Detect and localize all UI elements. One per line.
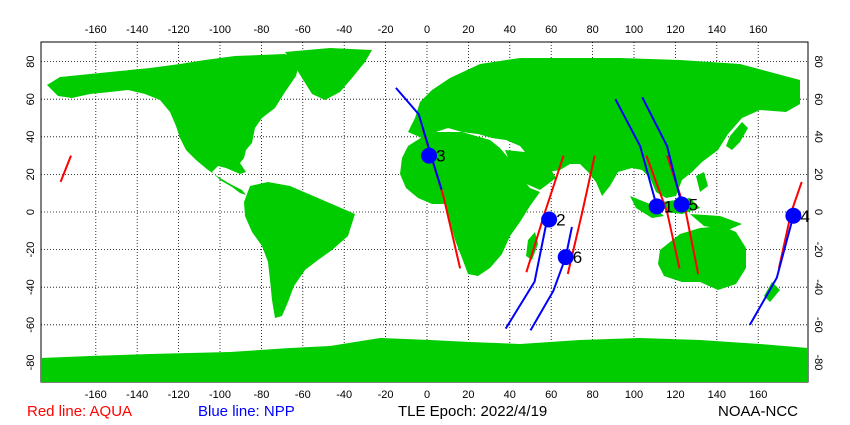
lon-tick-bottom: 140 xyxy=(708,389,726,401)
lat-tick-right: -40 xyxy=(812,279,824,295)
lon-tick-bottom: 160 xyxy=(749,389,767,401)
aqua-track xyxy=(59,155,72,183)
satellite-marker-label: 2 xyxy=(556,211,565,230)
npp-track xyxy=(395,87,443,190)
npp-track xyxy=(529,226,573,331)
lat-tick-left: 40 xyxy=(25,131,37,143)
lon-tick-bottom: -160 xyxy=(85,389,107,401)
satellite-marker-label: 5 xyxy=(689,195,698,214)
lon-tick-bottom: -140 xyxy=(126,389,148,401)
satellite-marker-3[interactable] xyxy=(421,147,438,164)
credit-label: NOAA-NCC xyxy=(718,403,799,420)
lat-tick-left: -20 xyxy=(25,242,37,258)
lat-tick-right: 0 xyxy=(812,209,824,215)
lon-tick-top: 40 xyxy=(504,24,516,36)
legend-aqua: Red line: AQUA xyxy=(27,403,133,420)
lat-tick-right: -80 xyxy=(812,354,824,370)
lon-tick-top: -140 xyxy=(126,24,148,36)
lon-tick-top: 0 xyxy=(424,24,430,36)
new-zealand xyxy=(764,282,780,302)
north-america xyxy=(47,54,300,195)
arabia xyxy=(505,150,556,190)
antarctica xyxy=(41,338,808,382)
madagascar xyxy=(526,232,538,260)
npp-track xyxy=(504,219,549,330)
satellite-marker-4[interactable] xyxy=(785,207,802,224)
lon-tick-bottom: 20 xyxy=(462,389,474,401)
lat-tick-left: -80 xyxy=(25,354,37,370)
satellite-marker-label: 3 xyxy=(436,147,445,166)
lat-tick-left: 80 xyxy=(25,55,37,67)
eurasia xyxy=(408,58,800,198)
lat-tick-right: 20 xyxy=(812,168,824,180)
lon-tick-top: -40 xyxy=(336,24,352,36)
lat-tick-left: -60 xyxy=(25,317,37,333)
lon-tick-top: 140 xyxy=(708,24,726,36)
lat-tick-right: 60 xyxy=(812,93,824,105)
lon-tick-bottom: 120 xyxy=(666,389,684,401)
lon-tick-top: 100 xyxy=(625,24,643,36)
lat-tick-right: 40 xyxy=(812,131,824,143)
npp-track xyxy=(614,98,658,207)
lon-tick-bottom: -40 xyxy=(336,389,352,401)
axis-tick-labels: -160 -160 -140 -140 -120 -120 -100 -100 -80 -80 -6… xyxy=(25,24,824,401)
npp-track xyxy=(749,215,795,326)
satellite-markers: 1 2 3 4 5 6 xyxy=(421,147,810,267)
lon-tick-top: 160 xyxy=(749,24,767,36)
lon-tick-top: -120 xyxy=(168,24,190,36)
lat-tick-left: 60 xyxy=(25,93,37,105)
philippines xyxy=(696,172,708,192)
lon-tick-top: -60 xyxy=(295,24,311,36)
lat-tick-right: -60 xyxy=(812,317,824,333)
tle-epoch-label: TLE Epoch: 2022/4/19 xyxy=(398,403,548,420)
lon-tick-bottom: 40 xyxy=(504,389,516,401)
lon-tick-bottom: 60 xyxy=(545,389,557,401)
satellite-marker-label: 6 xyxy=(573,248,582,267)
lat-tick-right: -20 xyxy=(812,242,824,258)
lon-tick-top: 60 xyxy=(545,24,557,36)
indonesia xyxy=(630,196,742,230)
lon-tick-bottom: -20 xyxy=(378,389,394,401)
lon-tick-bottom: 100 xyxy=(625,389,643,401)
lon-tick-top: -100 xyxy=(209,24,231,36)
lat-tick-left: 0 xyxy=(25,209,37,215)
lon-tick-bottom: 0 xyxy=(424,389,430,401)
lon-tick-bottom: -60 xyxy=(295,389,311,401)
satellite-marker-1[interactable] xyxy=(648,198,665,215)
lon-tick-top: 120 xyxy=(666,24,684,36)
legend-npp: Blue line: NPP xyxy=(198,403,295,420)
lon-tick-bottom: -120 xyxy=(168,389,190,401)
lat-tick-left: 20 xyxy=(25,168,37,180)
lat-tick-left: -40 xyxy=(25,279,37,295)
greenland xyxy=(285,48,372,100)
lon-tick-top: -80 xyxy=(253,24,269,36)
aqua-track xyxy=(645,155,681,269)
lon-tick-top: 80 xyxy=(586,24,598,36)
aqua-track xyxy=(525,155,565,273)
lon-tick-top: 20 xyxy=(462,24,474,36)
australia xyxy=(658,226,746,290)
satellite-marker-5[interactable] xyxy=(673,196,690,213)
npp-track xyxy=(641,96,683,205)
lon-tick-bottom: -80 xyxy=(253,389,269,401)
lon-tick-bottom: 80 xyxy=(586,389,598,401)
satellite-marker-label: 4 xyxy=(800,207,809,226)
south-america xyxy=(244,182,355,318)
land-masses xyxy=(41,48,808,382)
lon-tick-top: -160 xyxy=(85,24,107,36)
satellite-marker-2[interactable] xyxy=(541,211,558,228)
satellite-marker-6[interactable] xyxy=(557,249,574,266)
japan xyxy=(726,122,748,150)
lat-tick-right: 80 xyxy=(812,55,824,67)
satellite-marker-label: 1 xyxy=(664,197,673,216)
lon-tick-top: -20 xyxy=(378,24,394,36)
lon-tick-bottom: -100 xyxy=(209,389,231,401)
